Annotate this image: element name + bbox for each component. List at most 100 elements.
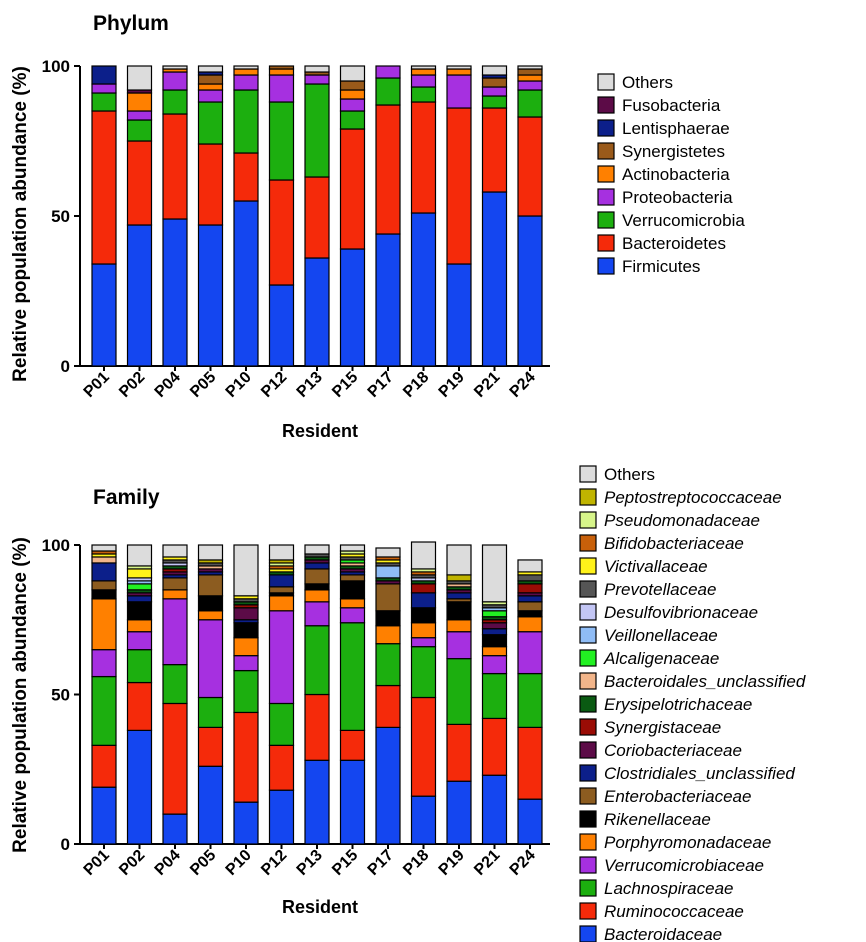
bar-segment-firmicutes bbox=[304, 257, 330, 367]
legend-swatch bbox=[579, 603, 597, 621]
bar-segment-proteobacteria bbox=[197, 89, 224, 103]
bar-segment-firmicutes bbox=[268, 284, 295, 367]
bar-segment-bacteroidaceae bbox=[410, 795, 437, 845]
bar-segment-ruminococcaceae bbox=[162, 702, 188, 815]
legend-swatch bbox=[579, 465, 597, 483]
legend-swatch bbox=[579, 557, 597, 575]
bar-segment-bacteroidetes bbox=[481, 107, 508, 193]
x-axis-label: Resident bbox=[282, 421, 358, 441]
legend-label: Veillonellaceae bbox=[604, 626, 718, 645]
bar-segment-verrucomicrobia bbox=[233, 89, 259, 154]
bar-segment-others bbox=[446, 65, 472, 70]
bar-segment-verrucomicrobia bbox=[410, 86, 437, 103]
legend-label: Coriobacteriaceae bbox=[604, 741, 742, 760]
bar-segment-ruminococcaceae bbox=[517, 726, 543, 800]
bar-segment-verrucomicrobia bbox=[91, 92, 117, 112]
bar-segment-bacteroidetes bbox=[197, 143, 224, 226]
bar-segment-enterobacteriaceae bbox=[91, 580, 117, 591]
legend-swatch bbox=[597, 188, 615, 206]
legend-swatch bbox=[579, 534, 597, 552]
bar-segment-lachnospiraceae bbox=[126, 649, 153, 684]
legend-label: Firmicutes bbox=[622, 257, 700, 276]
x-tick-label: P17 bbox=[365, 369, 397, 401]
bar-segment-peptostreptococcaceae bbox=[446, 574, 472, 582]
bar-segment-others bbox=[304, 65, 330, 73]
bar-segment-bacteroidaceae bbox=[91, 786, 117, 845]
bar-segment-proteobacteria bbox=[91, 83, 117, 94]
bar-segment-lachnospiraceae bbox=[375, 643, 401, 687]
legend-swatch bbox=[579, 856, 597, 874]
bar-segment-others bbox=[481, 65, 508, 76]
legend-label: Bifidobacteriaceae bbox=[604, 534, 744, 553]
bar-segment-proteobacteria bbox=[339, 98, 366, 112]
bar-segment-synergistetes bbox=[268, 65, 295, 70]
x-tick-label: P13 bbox=[294, 369, 326, 401]
bar-segment-ruminococcaceae bbox=[233, 711, 259, 803]
bar-segment-verrucomicrobiaceae bbox=[304, 601, 330, 627]
legend-label: Proteobacteria bbox=[622, 188, 733, 207]
bar-segment-veillonellaceae bbox=[375, 565, 401, 579]
bar-segment-actinobacteria bbox=[339, 89, 366, 100]
bar-segment-others bbox=[375, 547, 401, 558]
bar-segment-verrucomicrobiaceae bbox=[233, 655, 259, 672]
bar-segment-proteobacteria bbox=[233, 74, 259, 91]
bar-segment-rikenellaceae bbox=[339, 580, 366, 600]
bar-segment-proteobacteria bbox=[126, 110, 153, 121]
bar-segment-rikenellaceae bbox=[304, 583, 330, 591]
bar-segment-porphyromonadaceae bbox=[481, 646, 508, 657]
bar-segment-others bbox=[126, 65, 153, 91]
bar-segment-proteobacteria bbox=[446, 74, 472, 109]
bar-segment-others bbox=[410, 65, 437, 70]
bar-segment-clostridiales-unclassified bbox=[517, 595, 543, 603]
legend-label: Ruminococcaceae bbox=[604, 902, 744, 921]
legend-swatch bbox=[579, 879, 597, 897]
bar-segment-synergistetes bbox=[197, 74, 224, 85]
bar-segment-verrucomicrobia bbox=[304, 83, 330, 178]
x-axis-label: Resident bbox=[282, 897, 358, 917]
bar-segment-porphyromonadaceae bbox=[446, 619, 472, 633]
bar-segment-others bbox=[197, 65, 224, 73]
bar-segment-ruminococcaceae bbox=[481, 717, 508, 776]
x-tick-label: P24 bbox=[507, 847, 539, 879]
legend-label: Actinobacteria bbox=[622, 165, 730, 184]
bar-segment-alcaligenaceae bbox=[481, 610, 508, 618]
bar-segment-others bbox=[91, 544, 117, 552]
bar-segment-enterobacteriaceae bbox=[339, 574, 366, 582]
bar-segment-enterobacteriaceae bbox=[197, 574, 224, 597]
bar-segment-bacteroidetes bbox=[517, 116, 543, 217]
bar-segment-others bbox=[197, 544, 224, 561]
bar-segment-bacteroidaceae bbox=[375, 726, 401, 845]
bar-segment-lachnospiraceae bbox=[517, 672, 543, 728]
legend-label: Bacteroidetes bbox=[622, 234, 726, 253]
bar-segment-firmicutes bbox=[91, 263, 117, 367]
bar-segment-bacteroidetes bbox=[233, 152, 259, 202]
bar-segment-firmicutes bbox=[126, 224, 153, 367]
bar-segment-clostridiales-unclassified bbox=[268, 574, 295, 588]
bar-segment-bacteroidaceae bbox=[339, 759, 366, 845]
bar-segment-lachnospiraceae bbox=[91, 675, 117, 746]
bar-segment-verrucomicrobiaceae bbox=[481, 655, 508, 675]
legend-swatch bbox=[597, 211, 615, 229]
legend-swatch bbox=[579, 718, 597, 736]
x-tick-label: P18 bbox=[400, 369, 432, 401]
legend-swatch bbox=[597, 96, 615, 114]
x-tick-label: P19 bbox=[436, 369, 468, 401]
bar-segment-porphyromonadaceae bbox=[517, 616, 543, 633]
x-tick-label: P05 bbox=[187, 369, 219, 401]
legend-swatch bbox=[579, 810, 597, 828]
bar-segment-porphyromonadaceae bbox=[375, 625, 401, 645]
bar-segment-proteobacteria bbox=[304, 74, 330, 85]
bar-segment-proteobacteria bbox=[517, 80, 543, 91]
legend-label: Lachnospiraceae bbox=[604, 879, 733, 898]
bar-segment-firmicutes bbox=[481, 191, 508, 367]
bar-segment-others bbox=[233, 544, 259, 597]
bar-segment-rikenellaceae bbox=[375, 610, 401, 627]
y-tick-label: 50 bbox=[51, 207, 70, 226]
legend-label: Synergistetes bbox=[622, 142, 725, 161]
bar-segment-verrucomicrobiaceae bbox=[339, 607, 366, 624]
y-tick-label: 0 bbox=[61, 835, 70, 854]
bar-segment-alcaligenaceae bbox=[126, 583, 153, 591]
bar-segment-enterobacteriaceae bbox=[162, 577, 188, 591]
bar-segment-bacteroidetes bbox=[446, 107, 472, 265]
